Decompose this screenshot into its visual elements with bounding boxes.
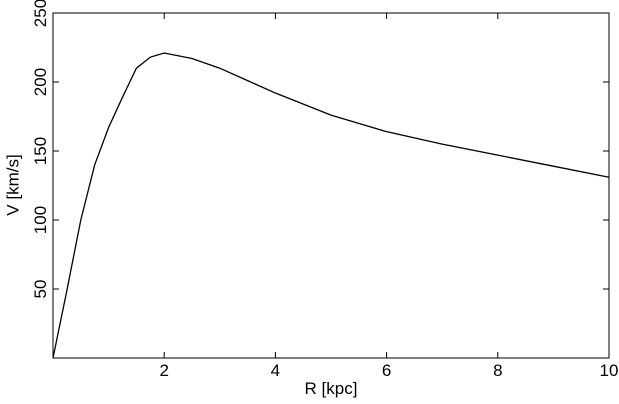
y-tick-label: 150 xyxy=(31,137,50,165)
x-tick-label: 2 xyxy=(159,361,168,380)
x-tick-label: 4 xyxy=(271,361,280,380)
y-axis-label: V [km/s] xyxy=(3,154,22,215)
x-tick-label: 6 xyxy=(382,361,391,380)
y-tick-label: 250 xyxy=(31,0,50,27)
y-tick-label: 50 xyxy=(31,280,50,299)
plot-frame xyxy=(52,12,610,359)
x-axis-label: R [kpc] xyxy=(305,379,358,398)
y-tick-label: 100 xyxy=(31,206,50,234)
y-tick-label: 200 xyxy=(31,68,50,96)
x-tick-label: 10 xyxy=(600,361,619,380)
x-tick-label: 8 xyxy=(493,361,502,380)
curve xyxy=(52,52,610,359)
